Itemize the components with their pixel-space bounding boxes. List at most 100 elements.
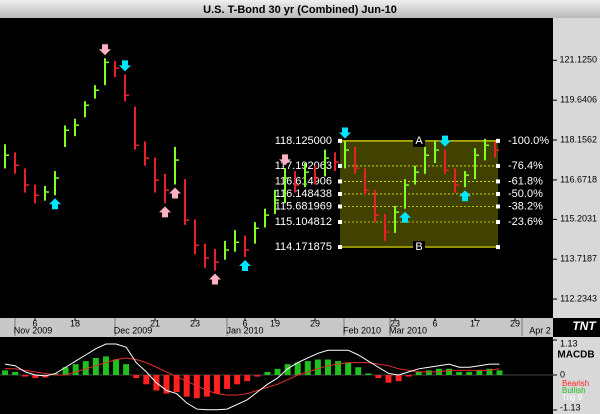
legend-entry: Bearish [562,379,589,388]
fib-handle [496,219,500,224]
fib-top-label: A [415,135,423,147]
signal-arrow [459,190,471,202]
histogram-bar [82,361,89,375]
histogram-bar [395,375,402,382]
histogram-bar [324,359,331,375]
fib-percent-label: -50.0% [508,188,543,200]
histogram-bar [415,371,422,375]
histogram-bar [365,373,372,375]
x-tick-label: 18 [70,318,80,328]
histogram-bar [213,375,220,394]
histogram-bar [163,375,170,394]
signal-arrow [239,260,251,272]
fib-handle [496,138,500,143]
histogram-bar [173,375,180,393]
signal-arrow [119,60,131,72]
x-tick-label: 17 [470,318,480,328]
fib-handle [338,163,342,168]
fib-handle [496,204,500,209]
histogram-bar [425,370,432,375]
x-tick-label: 23 [190,318,200,328]
y-tick-label: 119.6406 [560,95,597,105]
histogram-bar [183,375,190,397]
x-tick-label: 23 [390,318,400,328]
histogram-bar [264,371,271,375]
fib-percent-label: -76.4% [508,160,543,172]
legend-entry: Bullish [562,386,586,395]
histogram-bar [92,357,99,375]
y-tick-label: 121.1250 [559,55,597,65]
histogram-bar [193,375,200,399]
legend-entry: Trig 9 [562,393,583,402]
histogram-bar [254,375,261,377]
logo-box [553,318,600,337]
histogram-bar [143,375,150,385]
y-tick-label: 1.13 [560,338,578,348]
month-label: Dec 2009 [114,325,153,335]
histogram-bar [22,375,29,377]
fib-bottom-label: B [415,241,422,253]
histogram-bar [2,370,9,375]
histogram-bar [294,362,301,375]
signal-arrow [169,187,181,199]
y-tick-label: 0 [560,369,565,379]
fib-percent-label: -38.2% [508,200,543,212]
histogram-bar [456,371,463,375]
histogram-bar [385,375,392,383]
logo: TNT [572,319,597,333]
fib-label-bg [413,134,425,147]
histogram-bar [355,367,362,375]
month-label: Mar 2010 [389,325,427,335]
month-label: Feb 2010 [343,325,381,335]
histogram-bar [375,375,382,379]
x-tick-label: 6 [242,318,247,328]
fib-handle [496,245,500,250]
fib-handle [496,191,500,196]
histogram-bar [72,364,79,375]
fib-percent-label: -61.8% [508,175,543,187]
histogram-bar [224,375,231,389]
histogram-bar [274,368,281,375]
signal-arrow [399,211,411,223]
histogram-bar [234,375,241,385]
macd-line [4,343,500,411]
histogram-bar [496,370,503,375]
fib-price-label: 118.125000 [275,135,332,147]
histogram-bar [113,359,120,375]
y-axis-panel [553,18,600,318]
fib-price-label: 116.614906 [275,175,332,187]
signal-arrow [159,206,171,218]
chart-title: U.S. T-Bond 30 yr (Combined) Jun-10 [203,4,397,16]
fib-price-label: 117.192063 [275,160,332,172]
histogram-bar [476,370,483,375]
y-tick-label: 115.2031 [560,214,597,224]
fib-handle [338,204,342,209]
histogram-bar [335,361,342,375]
histogram-bar [284,364,291,375]
fib-handle [338,245,342,250]
macd-title: MACDB [557,350,594,361]
histogram-bar [102,356,109,375]
x-tick-label: 29 [510,318,520,328]
fib-handle [496,163,500,168]
histogram-bar [446,368,453,375]
y-tick-label: 113.7187 [560,254,597,264]
fib-handle [338,219,342,224]
fib-handle [338,138,342,143]
signal-arrow [99,44,111,56]
histogram-bar [62,367,69,375]
histogram-bar [133,375,140,379]
fib-handle [338,179,342,184]
fib-handle [338,191,342,196]
x-tick-label: 6 [432,318,437,328]
histogram-bar [203,375,210,397]
histogram-bar [304,361,311,375]
histogram-bar [123,364,130,375]
fib-price-label: 115.104812 [275,216,332,228]
histogram-bar [32,375,39,379]
y-tick-label: 116.6718 [560,174,597,184]
signal-arrow [209,273,221,285]
x-tick-label: 6 [32,318,37,328]
histogram-bar [486,368,493,375]
